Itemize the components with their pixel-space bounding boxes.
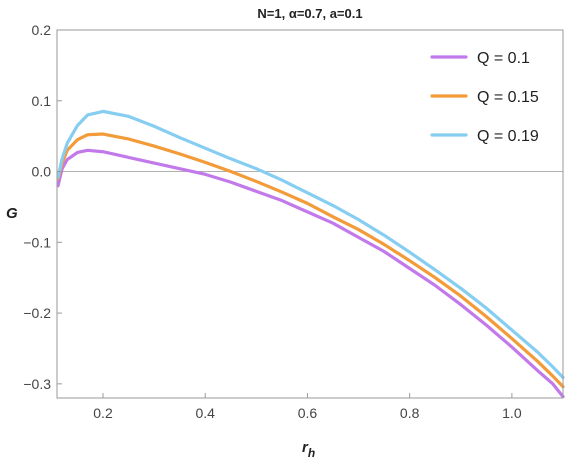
y-tick-label: 0.0 bbox=[32, 164, 52, 180]
series-group bbox=[56, 109, 565, 399]
legend-label: Q = 0.1 bbox=[477, 50, 530, 67]
x-tick-label: 0.4 bbox=[195, 405, 215, 421]
series-line bbox=[56, 148, 565, 399]
series-line bbox=[56, 109, 565, 380]
y-tick-label: 0.1 bbox=[32, 93, 52, 109]
x-axis: 0.2 0.4 0.6 0.8 1.0 bbox=[93, 393, 522, 421]
y-tick-label: −0.3 bbox=[23, 376, 51, 392]
x-tick-label: 0.8 bbox=[400, 405, 420, 421]
y-tick-label: −0.1 bbox=[23, 234, 51, 250]
plot-area: 0.2 0.4 0.6 0.8 1.0 0.2 0.1 0.0 −0.1 −0.2 −0.3 bbox=[23, 22, 565, 421]
x-tick-label: 1.0 bbox=[502, 405, 522, 421]
legend-label: Q = 0.19 bbox=[477, 128, 539, 145]
series-line bbox=[56, 132, 565, 389]
legend-label: Q = 0.15 bbox=[477, 89, 539, 106]
chart-title: N=1, α=0.7, a=0.1 bbox=[257, 6, 362, 21]
legend: Q = 0.1 Q = 0.15 Q = 0.19 bbox=[430, 50, 539, 145]
plot-frame bbox=[56, 29, 564, 399]
y-tick-label: −0.2 bbox=[23, 305, 51, 321]
y-tick-label: 0.2 bbox=[32, 22, 52, 38]
x-tick-label: 0.2 bbox=[93, 405, 113, 421]
x-tick-label: 0.6 bbox=[298, 405, 318, 421]
y-axis: 0.2 0.1 0.0 −0.1 −0.2 −0.3 bbox=[23, 22, 62, 392]
x-axis-label-main: r bbox=[302, 439, 309, 456]
y-axis-label: G bbox=[6, 205, 18, 222]
x-axis-label: rh bbox=[302, 439, 315, 460]
x-axis-label-subscript: h bbox=[308, 446, 315, 460]
